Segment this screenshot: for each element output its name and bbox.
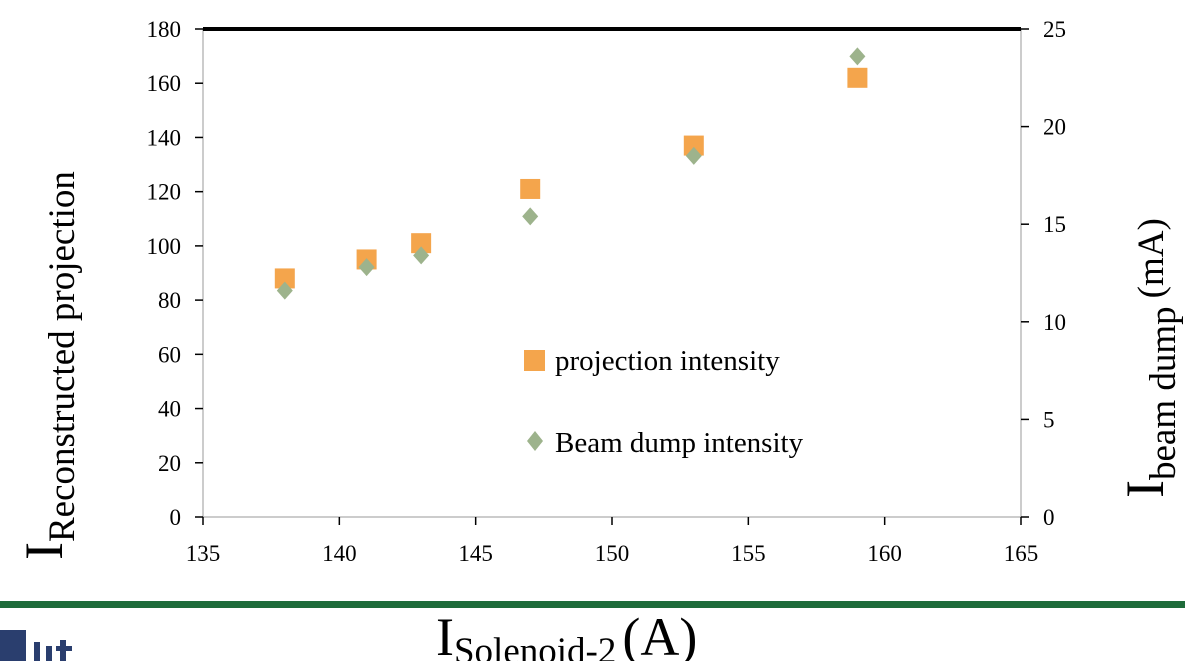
y-axis-right: 0 5 10 15 20 25 (1021, 17, 1066, 530)
y-left-tick-label: 40 (158, 397, 181, 422)
beam-dump-point (685, 146, 702, 165)
x-tick-label: 165 (1004, 541, 1039, 566)
beam-dump-point (358, 258, 375, 277)
y-left-tick-label: 20 (158, 451, 181, 476)
y-left-tick-label: 0 (170, 505, 182, 530)
x-tick-label: 160 (867, 541, 902, 566)
y-left-tick-label: 140 (147, 125, 182, 150)
beam-dump-point (276, 281, 293, 300)
y-left-tick-label: 160 (147, 71, 182, 96)
y-left-title-sub: Reconstructed projection (42, 171, 83, 542)
plot-area (202, 28, 1022, 518)
divider-rule (0, 601, 1185, 608)
y-right-tick-label: 10 (1043, 310, 1066, 335)
logo-mark (34, 640, 72, 661)
y-right-title-sub: beam dump (1143, 306, 1184, 480)
x-tick-label: 145 (458, 541, 493, 566)
projection-point (847, 67, 868, 88)
y-right-tick-label: 20 (1043, 115, 1066, 140)
y-right-title-unit: (mA) (1131, 218, 1172, 298)
projection-point (274, 268, 295, 289)
y-right-tick-label: 0 (1043, 505, 1055, 530)
y-right-tick-label: 25 (1043, 17, 1066, 42)
projection-point (520, 178, 541, 199)
logo (0, 630, 26, 661)
y-left-tick-label: 100 (147, 234, 182, 259)
y-right-title-main: I (1115, 480, 1175, 498)
legend-label-projection: projection intensity (555, 345, 780, 377)
beam-dump-point (849, 47, 866, 66)
x-tick-label: 150 (595, 541, 630, 566)
projection-point (683, 135, 704, 156)
data-marks (274, 47, 868, 300)
beam-dump-point (413, 246, 430, 265)
y-axis-left-title: IReconstructed projection (14, 171, 83, 560)
legend-label-beam-dump: Beam dump intensity (555, 427, 804, 459)
y-axis-left: 0 20 40 60 80 100 120 140 160 180 (147, 17, 203, 530)
projection-point (411, 233, 432, 254)
legend-marker-projection (524, 350, 545, 371)
x-tick-label: 135 (186, 541, 221, 566)
beam-dump-point (522, 207, 539, 226)
y-right-tick-label: 5 (1043, 407, 1055, 432)
y-axis-right-title: Ibeam dump (mA) (1115, 218, 1184, 498)
x-axis: 135 140 145 150 155 160 165 (186, 517, 1039, 566)
y-left-tick-label: 60 (158, 342, 181, 367)
y-left-tick-label: 180 (147, 17, 182, 42)
legend-marker-beam-dump (527, 431, 543, 451)
y-right-tick-label: 15 (1043, 212, 1066, 237)
x-tick-label: 155 (731, 541, 766, 566)
y-left-title-main: I (14, 542, 74, 560)
x-tick-label: 140 (322, 541, 357, 566)
legend: projection intensity Beam dump intensity (524, 345, 804, 459)
y-left-tick-label: 120 (147, 180, 182, 205)
y-left-tick-label: 80 (158, 288, 181, 313)
